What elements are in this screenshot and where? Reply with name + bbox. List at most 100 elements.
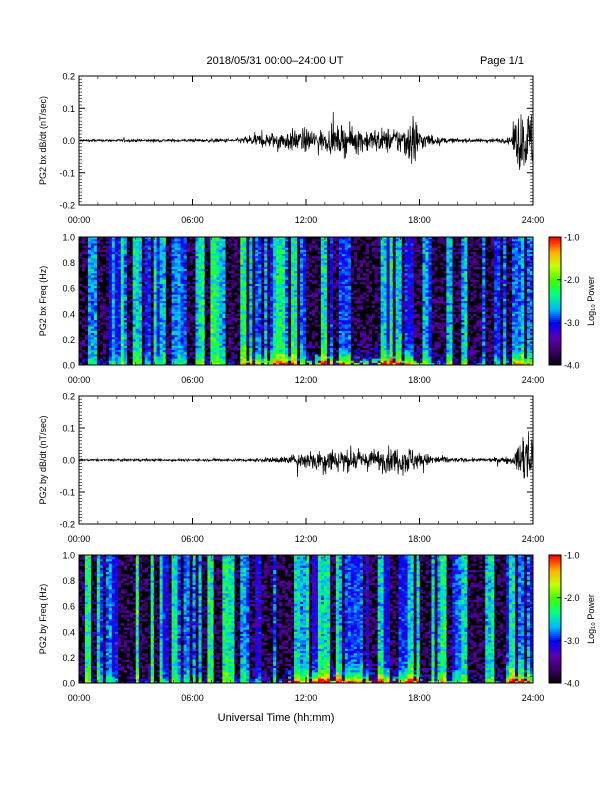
spectrogram-cell (344, 279, 349, 283)
spectrogram-cell (323, 247, 328, 251)
spectrogram-cell (317, 360, 322, 364)
spectrogram-cell (171, 311, 175, 315)
spectrogram-cell (159, 283, 163, 287)
spectrogram-cell (279, 247, 283, 251)
spectrogram-cell (129, 286, 134, 289)
spectrogram-cell (222, 352, 226, 355)
spectrogram-cell (111, 347, 116, 351)
spectrogram-cell (243, 275, 247, 278)
spectrogram-cell (267, 326, 271, 330)
spectrogram-cell (320, 328, 325, 332)
spectrogram-cell (249, 305, 253, 308)
spectrogram-cell (177, 318, 181, 321)
spectrogram-cell (87, 341, 92, 344)
spectrogram-cell (79, 290, 83, 293)
spectrogram-cell (320, 313, 325, 317)
spectrogram-cell (341, 269, 346, 272)
spectrogram-cell (267, 301, 271, 304)
spectrogram-cell (389, 358, 393, 362)
spectrogram-cell (165, 356, 169, 359)
spectrogram-cell (350, 296, 355, 300)
spectrogram-cell (81, 258, 86, 261)
spectrogram-cell (285, 345, 289, 349)
spectrogram-cell (219, 245, 223, 248)
spectrogram-cell (317, 264, 322, 268)
spectrogram-cell (156, 337, 160, 340)
spectrogram-cell (123, 296, 128, 300)
spectrogram-cell (240, 337, 244, 340)
spectrogram-cell (117, 245, 122, 248)
spectrogram-cell (308, 318, 313, 321)
spectrogram-cell (123, 345, 128, 349)
spectrogram-cell (341, 266, 346, 270)
spectrogram-cell (177, 271, 181, 274)
spectrogram-cell (195, 307, 199, 310)
spectrogram-cell (294, 251, 298, 255)
spectrogram-cell (183, 283, 187, 287)
spectrogram-cell (356, 269, 361, 272)
spectrogram-cell (371, 294, 375, 298)
spectrogram-cell (240, 271, 244, 274)
spectrogram-cell (282, 258, 286, 261)
spectrogram-cell (231, 326, 235, 330)
spectrogram-cell (350, 318, 355, 321)
spectrogram-cell (291, 326, 295, 330)
spectrogram-cell (323, 239, 328, 242)
spectrogram-cell (180, 322, 184, 325)
spectrogram-cell (240, 294, 244, 298)
spectrogram-cell (282, 269, 286, 272)
spectrogram-cell (273, 294, 277, 298)
spectrogram-cell (210, 243, 214, 246)
spectrogram-cell (198, 333, 202, 336)
spectrogram-cell (213, 318, 217, 321)
spectrogram-cell (84, 352, 89, 355)
spectrogram-cell (320, 337, 325, 340)
spectrogram-cell (186, 343, 190, 347)
spectrogram-cell (237, 264, 241, 268)
spectrogram-cell (213, 281, 217, 285)
spectrogram-cell (365, 273, 370, 276)
spectrogram-cell (180, 362, 184, 366)
spectrogram-cell (294, 292, 298, 295)
spectrogram-cell (114, 337, 119, 340)
spectrogram-cell (216, 354, 220, 357)
spectrogram-cell (300, 298, 304, 302)
spectrogram-cell (87, 256, 92, 259)
spectrogram-cell (270, 241, 274, 244)
spectrogram-cell (165, 290, 169, 293)
spectrogram-cell (162, 273, 166, 276)
spectrogram-cell (195, 279, 199, 283)
spectrogram-cell (90, 254, 95, 257)
spectrogram-cell (338, 283, 343, 287)
spectrogram-cell (135, 303, 140, 306)
spectrogram-cell (111, 358, 116, 362)
spectrogram-cell (150, 339, 154, 342)
spectrogram-cell (171, 243, 175, 246)
spectrogram-cell (195, 298, 199, 302)
spectrogram-cell (216, 269, 220, 272)
spectrogram-cell (183, 324, 187, 327)
spectrogram-cell (108, 328, 113, 332)
spectrogram-cell (81, 318, 86, 321)
spectrogram-cell (210, 352, 214, 355)
spectrogram-cell (159, 275, 163, 278)
spectrogram-cell (171, 279, 175, 283)
spectrogram-cell (258, 341, 262, 344)
spectrogram-cell (96, 239, 101, 242)
spectrogram-cell (341, 286, 346, 289)
spectrogram-cell (93, 337, 98, 340)
spectrogram-cell (210, 330, 214, 334)
spectrogram-cell (114, 269, 119, 272)
spectrogram-cell (84, 324, 89, 327)
spectrogram-cell (171, 309, 175, 312)
spectrogram-cell (132, 315, 137, 319)
spectrogram-cell (341, 315, 346, 319)
spectrogram-cell (300, 360, 304, 364)
spectrogram-cell (332, 322, 337, 325)
spectrogram-cell (138, 254, 143, 257)
spectrogram-cell (135, 290, 140, 293)
spectrogram-cell (111, 315, 116, 319)
spectrogram-cell (255, 345, 259, 349)
spectrogram-cell (347, 288, 352, 291)
spectrogram-cell (216, 337, 220, 340)
